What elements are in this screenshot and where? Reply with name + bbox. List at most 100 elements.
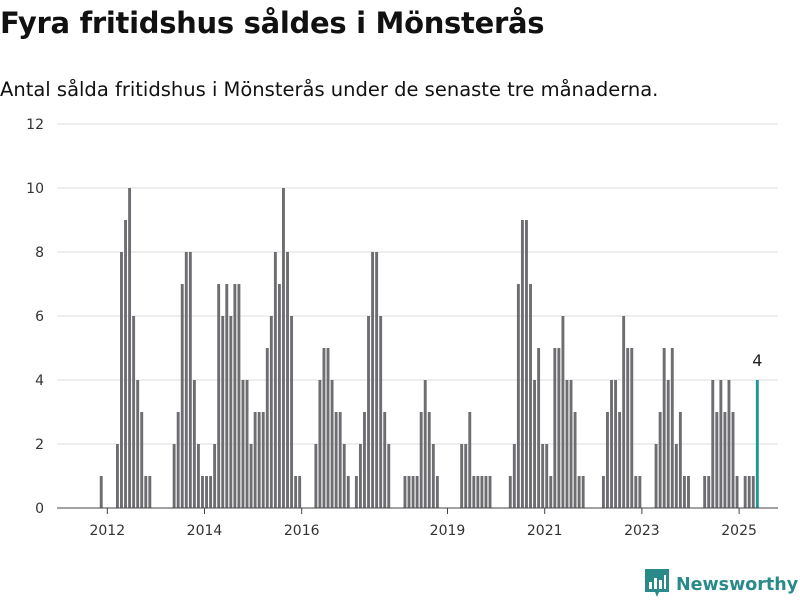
bar [403,476,407,508]
newsworthy-logo-icon [644,568,670,602]
bar [387,444,391,508]
x-axis: 2012 2014 2016 2019 2021 2023 2025 [57,507,778,539]
bar [128,188,132,508]
bar [484,476,488,508]
y-tick-label: 6 [35,309,44,325]
bar [261,412,265,508]
bar [435,476,439,508]
bar [342,444,346,508]
bar [180,284,184,508]
bar [711,380,715,508]
bar [148,476,152,508]
bar [674,444,678,508]
bar [703,476,707,508]
bar [565,380,569,508]
bar [533,380,537,508]
bar [407,476,411,508]
bar [735,476,739,508]
bar [144,476,148,508]
bar [326,348,330,508]
bar [622,316,626,508]
bar [334,412,338,508]
bar-highlight [755,380,759,508]
bar [172,444,176,508]
bar [213,444,217,508]
bar [237,284,241,508]
bar [529,284,532,508]
bar [379,316,383,508]
bar [678,412,682,508]
bar [480,476,484,508]
bar [205,476,208,508]
bar [120,252,123,508]
bar [577,476,581,508]
bar [687,476,690,508]
bar [427,412,431,508]
bar [573,412,577,508]
bar [290,316,294,508]
bar [516,284,520,508]
x-tick-label: 2019 [430,523,466,539]
bar [553,348,557,508]
bar [358,444,362,508]
page-subtitle: Antal sålda fritidshus i Mönsterås under… [0,78,659,101]
bar [419,412,423,508]
bar [221,316,225,508]
bar [581,476,585,508]
bar [654,444,658,508]
bars-layer: 4 [99,188,762,508]
bar [371,252,375,508]
x-tick-label: 2014 [187,523,223,539]
bar [99,476,103,508]
bar [273,252,277,508]
bar [282,188,285,508]
page-title: Fyra fritidshus såldes i Mönsterås [0,6,545,40]
highlight-value-label: 4 [752,351,762,370]
bar [269,316,273,508]
bar [751,476,755,508]
bar [638,476,642,508]
bar [747,476,751,508]
bar [670,348,674,508]
bar [549,476,553,508]
bar [666,380,670,508]
bar [298,476,302,508]
bar [286,252,289,508]
bar [367,316,370,508]
bar [601,476,605,508]
bar [318,380,322,508]
bar [330,380,334,508]
bar [225,284,229,508]
bar [115,444,119,508]
bar [375,252,379,508]
bar [196,444,200,508]
bar [512,444,516,508]
bar [423,380,427,508]
bar [383,412,387,508]
bar [525,220,528,508]
bar [209,476,213,508]
bar [431,444,435,508]
brand-logo[interactable]: Newsworthy [644,568,798,602]
bar [569,380,573,508]
bar [634,476,638,508]
bar [557,348,561,508]
x-tick-label: 2023 [624,523,660,539]
bar [715,412,719,508]
bar [257,412,261,508]
bar [338,412,342,508]
bar [731,412,735,508]
bar [545,444,549,508]
bar [468,412,472,508]
bar [346,476,350,508]
bar [707,476,711,508]
bar [322,348,326,508]
bar [682,476,686,508]
bar [314,444,318,508]
bar [662,348,666,508]
y-tick-label: 12 [26,117,44,133]
bar [658,412,662,508]
bar [136,380,140,508]
bar [241,380,245,508]
bar [630,348,634,508]
